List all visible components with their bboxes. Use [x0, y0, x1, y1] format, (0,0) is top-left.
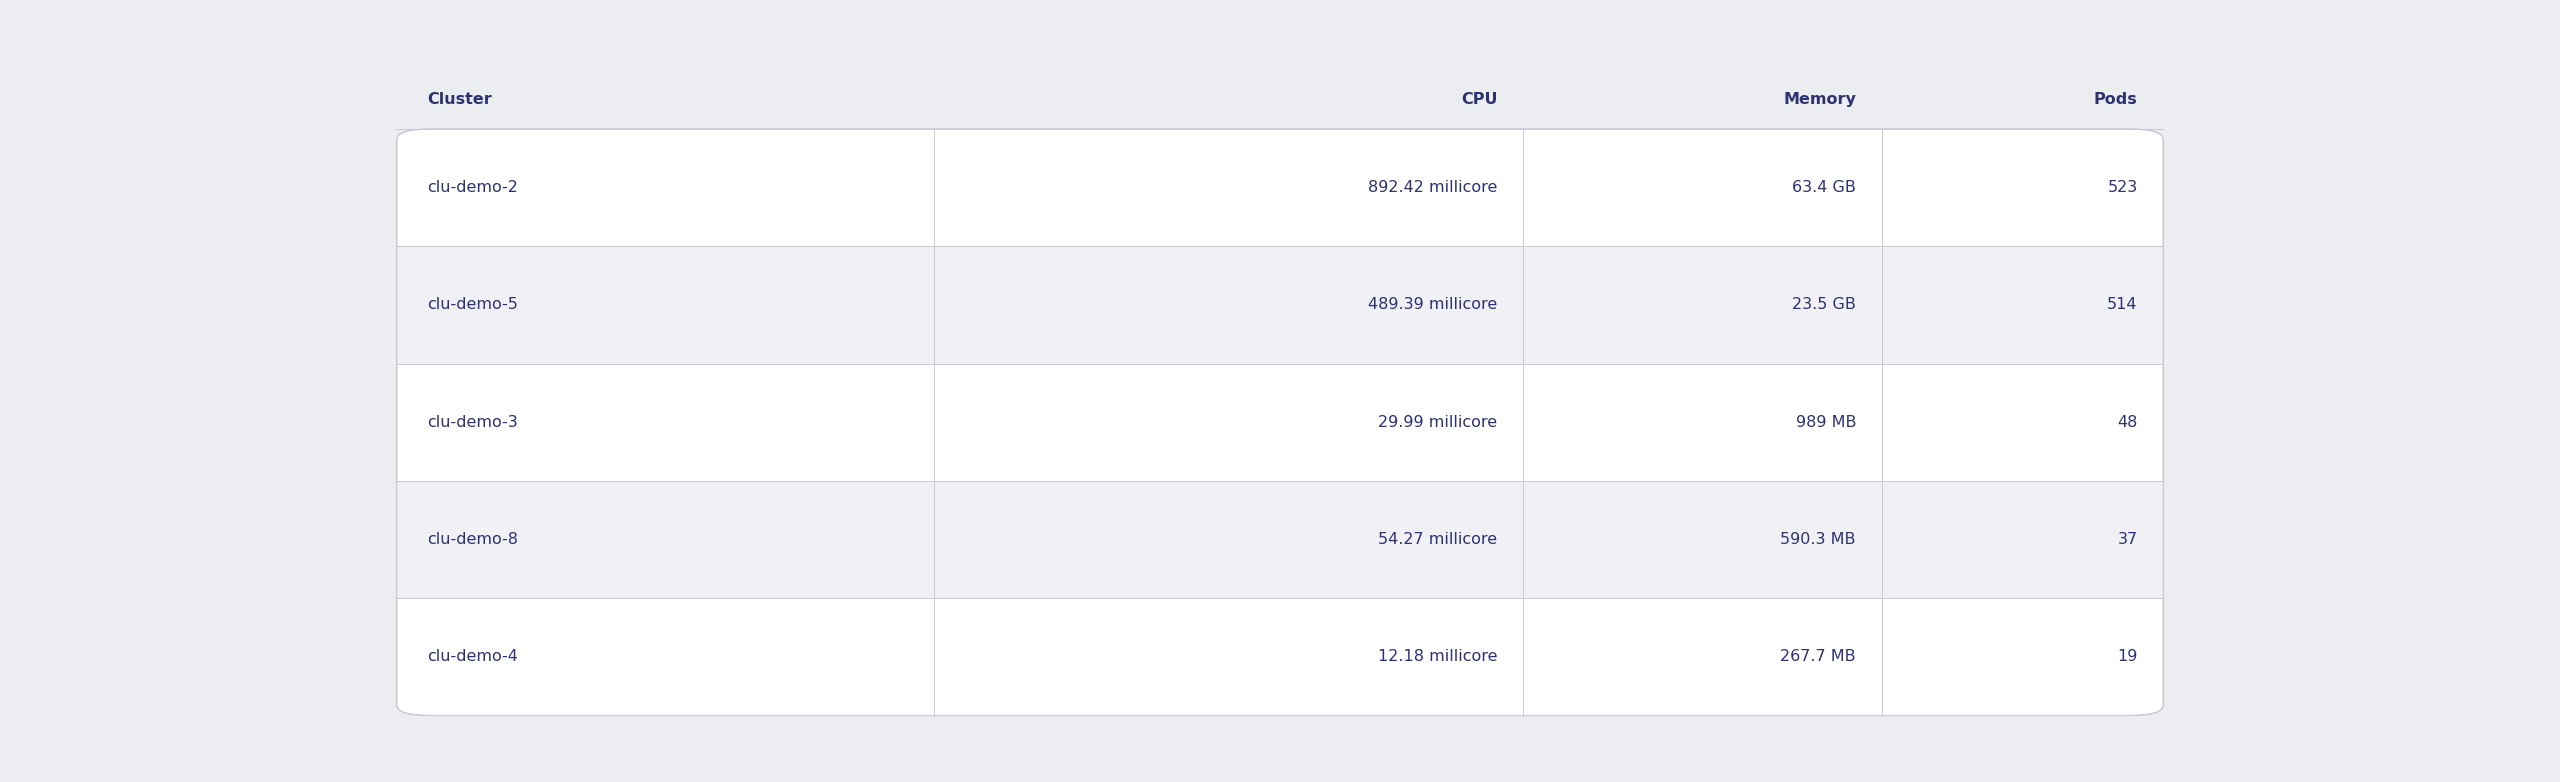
Text: Memory: Memory [1784, 92, 1856, 107]
Text: 590.3 MB: 590.3 MB [1782, 532, 1856, 547]
Text: 12.18 millicore: 12.18 millicore [1377, 649, 1498, 665]
Bar [397, 246, 2163, 364]
Text: clu-demo-2: clu-demo-2 [428, 180, 517, 196]
Text: 23.5 GB: 23.5 GB [1792, 297, 1856, 313]
Text: clu-demo-8: clu-demo-8 [428, 532, 520, 547]
Text: CPU: CPU [1462, 92, 1498, 107]
Text: 29.99 millicore: 29.99 millicore [1377, 414, 1498, 430]
Text: Pods: Pods [2094, 92, 2138, 107]
Text: clu-demo-5: clu-demo-5 [428, 297, 517, 313]
Text: 989 MB: 989 MB [1795, 414, 1856, 430]
Text: clu-demo-3: clu-demo-3 [428, 414, 517, 430]
Text: Cluster: Cluster [428, 92, 492, 107]
Text: 19: 19 [2117, 649, 2138, 665]
Text: 523: 523 [2107, 180, 2138, 196]
Text: clu-demo-4: clu-demo-4 [428, 649, 517, 665]
Text: 48: 48 [2117, 414, 2138, 430]
Text: 54.27 millicore: 54.27 millicore [1377, 532, 1498, 547]
Text: 489.39 millicore: 489.39 millicore [1370, 297, 1498, 313]
FancyBboxPatch shape [397, 129, 2163, 716]
Text: 63.4 GB: 63.4 GB [1792, 180, 1856, 196]
Bar [397, 481, 2163, 598]
Text: 514: 514 [2107, 297, 2138, 313]
Text: 267.7 MB: 267.7 MB [1779, 649, 1856, 665]
Text: 892.42 millicore: 892.42 millicore [1367, 180, 1498, 196]
Text: 37: 37 [2117, 532, 2138, 547]
